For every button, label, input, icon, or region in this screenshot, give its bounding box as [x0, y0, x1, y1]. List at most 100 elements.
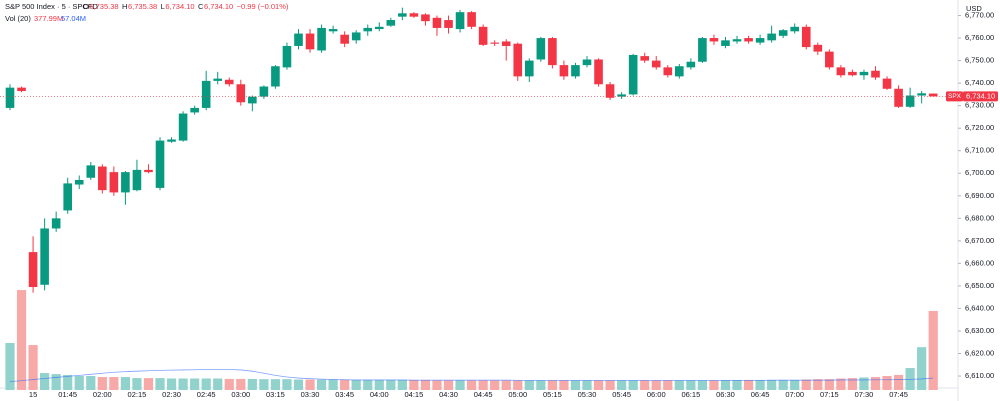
volume-bar [547, 380, 557, 390]
candle-body [271, 66, 280, 87]
volume-bar [155, 378, 165, 390]
volume-bar [293, 379, 304, 390]
volume-bar [709, 380, 719, 390]
candle-body [409, 13, 419, 17]
volume-bar [501, 380, 511, 390]
x-tick-label: 04:15 [405, 390, 424, 399]
y-tick-label: 6,730.00 [965, 101, 994, 110]
currency: USD [966, 4, 982, 13]
candle-body [928, 93, 938, 97]
chart-title: S&P 500 Index · 5 · SPCFD [5, 2, 98, 11]
candle-body [444, 20, 453, 28]
volume-bar [536, 380, 546, 390]
volume-bar [674, 380, 684, 390]
candle-body [582, 59, 592, 66]
volume-bar [917, 347, 927, 390]
candle-body [675, 66, 684, 77]
volume-bar [16, 290, 27, 390]
y-tick-label: 6,710.00 [965, 146, 994, 155]
y-tick-label: 6,640.00 [965, 303, 994, 312]
volume-bar [143, 378, 154, 390]
volume-bar [166, 378, 177, 390]
volume-bar [120, 377, 130, 390]
candle-body [374, 26, 384, 30]
y-tick-label: 6,750.00 [965, 56, 994, 65]
x-tick-label: 02:30 [162, 390, 181, 399]
candle-body [501, 41, 511, 46]
plot [0, 7, 958, 390]
candle-body [386, 20, 396, 26]
ohlc-key: H [122, 2, 127, 11]
candle-body [294, 33, 303, 46]
volume-bar [524, 380, 534, 390]
volume-bar [893, 374, 904, 390]
volume-bar [859, 377, 869, 390]
x-tick-label: 02:00 [93, 390, 112, 399]
candle-body [594, 59, 603, 85]
candle-body [848, 71, 857, 76]
volume-bar [847, 378, 858, 390]
candle-body [628, 54, 638, 95]
volume-bar [132, 378, 142, 390]
candle-body [801, 26, 811, 48]
volume-bar [824, 379, 834, 390]
y-tick-label: 6,760.00 [965, 33, 994, 42]
volume-bar [109, 377, 119, 390]
candle-body [467, 12, 476, 27]
volume-bar [328, 379, 338, 390]
x-tick-label: 06:30 [716, 390, 735, 399]
candle-body [698, 38, 707, 62]
candle-body [340, 34, 349, 44]
candle-body [132, 169, 142, 191]
ohlc-value: 6,735.38 [89, 2, 118, 11]
candle-body [63, 183, 72, 211]
candle-body [201, 80, 211, 108]
candle-body [328, 29, 338, 32]
change-value: −0.99 (−0.01%) [237, 2, 289, 11]
volume-bar [201, 378, 211, 390]
candle-body [571, 65, 580, 77]
volume-bar [559, 380, 569, 390]
y-tick-label: 6,660.00 [965, 258, 994, 267]
volume-bar [778, 379, 788, 390]
volume-bar [363, 379, 373, 390]
ohlc-value: 6,735.38 [128, 2, 157, 11]
volume-bar [570, 380, 581, 390]
y-tick-label: 6,700.00 [965, 168, 994, 177]
volume-bar [224, 378, 234, 390]
x-tick-label: 15 [29, 390, 37, 399]
volume-bar [432, 380, 442, 390]
x-tick-label: 06:45 [751, 390, 770, 399]
volume-bar [617, 380, 627, 390]
candle-body [351, 32, 361, 41]
x-tick-label: 05:00 [508, 390, 527, 399]
candle-body [525, 60, 534, 77]
candle-body [548, 38, 557, 66]
candle-body [686, 61, 696, 68]
y-tick-label: 6,690.00 [965, 191, 994, 200]
y-tick-label: 6,770.00 [965, 11, 994, 20]
x-tick-label: 07:45 [889, 390, 908, 399]
x-tick-label: 03:30 [301, 390, 320, 399]
x-tick-label: 02:45 [197, 390, 216, 399]
symbol-badge: SPX [948, 93, 962, 100]
volume-ma-line [9, 369, 934, 383]
candle-body [259, 86, 269, 97]
candle-body [513, 43, 523, 77]
y-tick-label: 6,670.00 [965, 236, 994, 245]
volume-bar [836, 378, 846, 390]
candle-body [40, 228, 49, 285]
candle-body [167, 139, 176, 142]
candle-body [605, 84, 615, 98]
candle-body [190, 107, 199, 113]
volume-bar [767, 379, 777, 390]
candle-body [559, 65, 569, 77]
volume-bar [640, 380, 650, 390]
x-tick-label: 07:30 [855, 390, 874, 399]
legend: S&P 500 Index · 5 · SPCFD Vol (20) USD [5, 2, 982, 23]
volume-bar [97, 377, 107, 390]
volume-bar [5, 342, 15, 390]
candle-body [917, 93, 926, 96]
volume-bar [628, 380, 638, 390]
candle-body [905, 95, 915, 107]
